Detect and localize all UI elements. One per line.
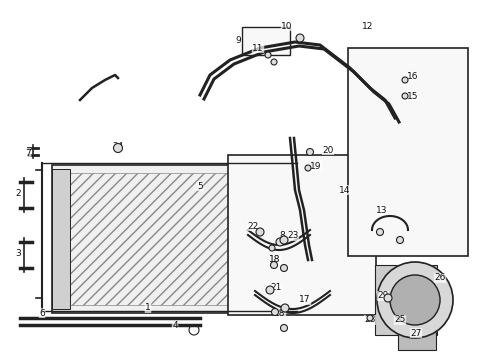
Circle shape <box>367 315 373 321</box>
Circle shape <box>281 304 289 312</box>
Text: 13: 13 <box>376 206 388 215</box>
Text: 19: 19 <box>310 162 322 171</box>
Circle shape <box>305 165 311 171</box>
Text: 20: 20 <box>322 145 334 154</box>
Text: 27: 27 <box>410 328 422 338</box>
Text: 28: 28 <box>364 315 376 324</box>
Text: 21: 21 <box>270 284 282 292</box>
Circle shape <box>384 294 392 302</box>
Bar <box>348 48 468 256</box>
Text: 10: 10 <box>281 22 293 31</box>
Bar <box>265 169 287 309</box>
Text: 3: 3 <box>15 248 21 257</box>
Circle shape <box>271 309 278 315</box>
Text: 22: 22 <box>247 221 259 230</box>
Text: 24: 24 <box>112 141 123 150</box>
Text: 11: 11 <box>252 44 264 53</box>
Text: 26: 26 <box>434 274 446 283</box>
Circle shape <box>266 286 274 294</box>
Circle shape <box>377 262 453 338</box>
Text: 14: 14 <box>339 185 351 194</box>
Text: 16: 16 <box>407 72 419 81</box>
Circle shape <box>296 34 304 42</box>
Bar <box>398 332 436 350</box>
Circle shape <box>265 52 271 58</box>
Text: 18: 18 <box>269 256 281 265</box>
Text: 18: 18 <box>269 256 281 265</box>
Text: 8: 8 <box>279 231 285 240</box>
Text: 18: 18 <box>274 309 286 318</box>
Text: 12: 12 <box>362 22 374 31</box>
Circle shape <box>402 77 408 83</box>
Text: 2: 2 <box>15 189 21 198</box>
Bar <box>228 155 376 315</box>
Circle shape <box>270 261 277 269</box>
Text: 23: 23 <box>287 231 299 240</box>
Circle shape <box>402 93 408 99</box>
Text: 1: 1 <box>145 303 151 312</box>
Bar <box>242 27 290 55</box>
Circle shape <box>307 149 314 156</box>
Circle shape <box>396 237 403 243</box>
Text: 6: 6 <box>39 309 45 318</box>
Bar <box>375 265 437 335</box>
Circle shape <box>271 59 277 65</box>
Bar <box>52 169 70 309</box>
Text: 17: 17 <box>299 296 311 305</box>
Text: 29: 29 <box>377 292 389 301</box>
Bar <box>70 173 269 305</box>
Bar <box>52 165 287 313</box>
Circle shape <box>114 144 122 153</box>
Circle shape <box>280 236 288 244</box>
Circle shape <box>256 228 264 236</box>
Circle shape <box>390 275 440 325</box>
Text: 4: 4 <box>172 321 178 330</box>
Text: 25: 25 <box>394 315 406 324</box>
Circle shape <box>276 238 284 246</box>
Text: 5: 5 <box>197 181 203 190</box>
Text: 15: 15 <box>407 91 419 100</box>
Circle shape <box>376 229 384 235</box>
Circle shape <box>280 265 288 271</box>
Circle shape <box>269 245 275 251</box>
Text: 9: 9 <box>235 36 241 45</box>
Text: 7: 7 <box>25 149 31 158</box>
Circle shape <box>280 324 288 332</box>
